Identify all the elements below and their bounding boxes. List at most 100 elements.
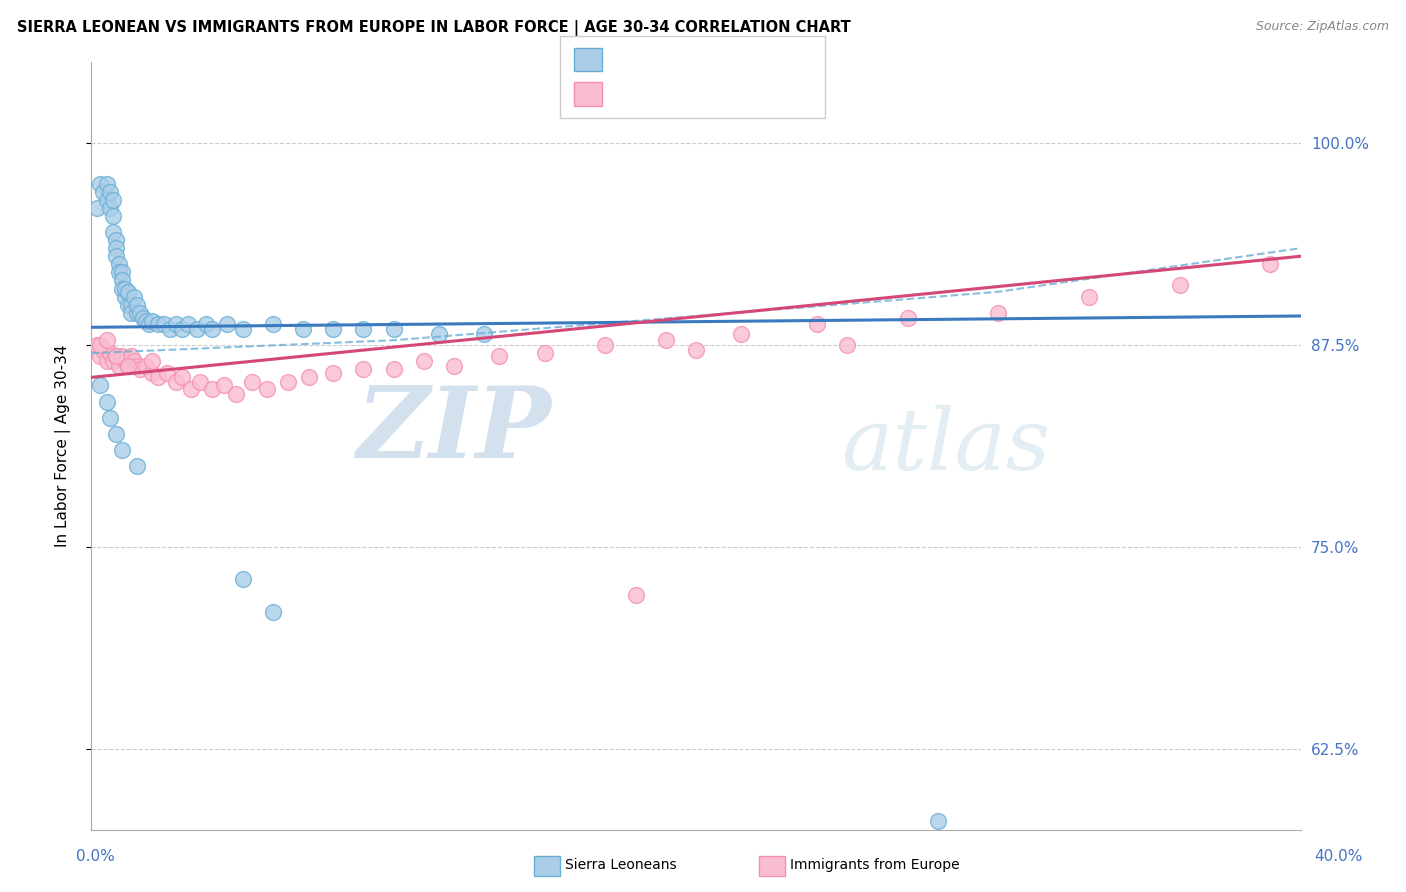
Point <box>240 375 263 389</box>
Point <box>352 362 374 376</box>
Point <box>231 572 253 586</box>
Text: 0.0%: 0.0% <box>76 849 115 863</box>
Point <box>98 410 121 425</box>
Point <box>201 382 224 396</box>
Point <box>111 281 132 295</box>
Text: Immigrants from Europe: Immigrants from Europe <box>790 858 960 872</box>
Text: N =: N = <box>703 52 737 67</box>
Point <box>413 354 436 368</box>
Point <box>165 317 187 331</box>
Point <box>195 317 218 331</box>
Text: atlas: atlas <box>841 405 1050 487</box>
Point <box>125 306 148 320</box>
Point <box>96 193 118 207</box>
Point <box>177 317 200 331</box>
Point <box>93 343 115 357</box>
Point <box>117 359 139 373</box>
Point <box>153 317 176 331</box>
Point <box>262 605 284 619</box>
Point <box>104 426 127 441</box>
Point <box>146 317 169 331</box>
Point <box>107 257 129 271</box>
Text: R =: R = <box>610 87 644 102</box>
Text: SIERRA LEONEAN VS IMMIGRANTS FROM EUROPE IN LABOR FORCE | AGE 30-34 CORRELATION : SIERRA LEONEAN VS IMMIGRANTS FROM EUROPE… <box>17 20 851 36</box>
Point <box>101 209 124 223</box>
Text: 59: 59 <box>728 52 749 67</box>
Point <box>382 322 405 336</box>
Point <box>897 310 920 325</box>
Point <box>117 359 139 373</box>
Text: 0.037: 0.037 <box>636 52 683 67</box>
Point <box>298 370 321 384</box>
Point <box>135 359 157 373</box>
Point <box>352 322 374 336</box>
Point <box>120 298 142 312</box>
Point <box>96 333 118 347</box>
Point <box>120 306 142 320</box>
Point <box>165 375 187 389</box>
Point <box>114 281 136 295</box>
Point <box>122 290 145 304</box>
Point <box>114 354 136 368</box>
Point <box>111 265 132 279</box>
Point <box>835 338 858 352</box>
Point <box>125 459 148 474</box>
Point <box>111 443 132 458</box>
Text: 54: 54 <box>728 87 749 102</box>
Point <box>1168 278 1191 293</box>
Point <box>488 350 510 364</box>
Point <box>472 326 495 341</box>
Point <box>146 370 169 384</box>
Point <box>1260 257 1282 271</box>
Point <box>624 588 647 602</box>
Point <box>217 317 239 331</box>
Point <box>225 386 247 401</box>
Point <box>141 354 163 368</box>
Text: N =: N = <box>703 87 737 102</box>
Point <box>135 314 157 328</box>
Point <box>292 322 315 336</box>
Point <box>104 241 127 255</box>
Point <box>595 338 617 352</box>
Point <box>117 285 139 299</box>
Point <box>685 343 707 357</box>
Point <box>277 375 299 389</box>
Point <box>98 185 121 199</box>
Point <box>186 322 208 336</box>
Point <box>111 350 132 364</box>
Point <box>427 326 450 341</box>
Point <box>188 375 211 389</box>
Point <box>111 273 132 287</box>
Point <box>101 225 124 239</box>
Point <box>180 382 202 396</box>
Point <box>125 298 148 312</box>
Text: 0.301: 0.301 <box>636 87 683 102</box>
Point <box>156 366 179 380</box>
Point <box>125 359 148 373</box>
Point <box>730 326 752 341</box>
Point <box>104 249 127 263</box>
Point <box>104 233 127 247</box>
Text: ZIP: ZIP <box>356 383 551 479</box>
Point <box>214 378 236 392</box>
Point <box>256 382 278 396</box>
Point <box>159 322 181 336</box>
Point <box>89 338 111 352</box>
Point <box>101 354 124 368</box>
Point <box>104 350 127 364</box>
Point <box>96 177 118 191</box>
Point <box>107 265 129 279</box>
Point <box>101 193 124 207</box>
Point <box>262 317 284 331</box>
Text: Sierra Leoneans: Sierra Leoneans <box>565 858 676 872</box>
Point <box>987 306 1010 320</box>
Point <box>120 350 142 364</box>
Point <box>89 177 111 191</box>
Point <box>98 201 121 215</box>
Point <box>172 322 194 336</box>
Point <box>141 366 163 380</box>
Point <box>98 346 121 360</box>
Point <box>141 314 163 328</box>
Point <box>806 317 828 331</box>
Point <box>122 354 145 368</box>
